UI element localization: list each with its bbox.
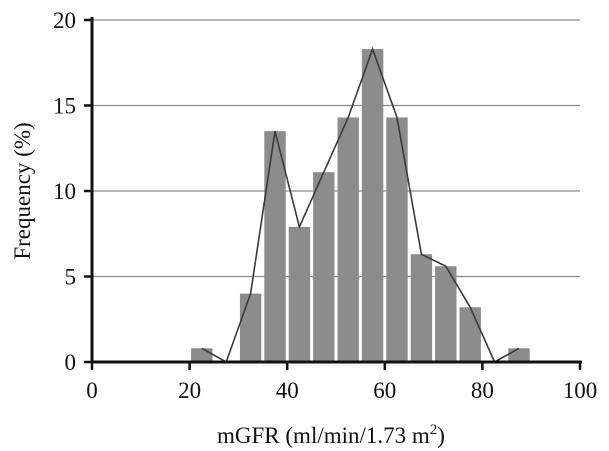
x-tick-label-20: 20 bbox=[178, 378, 201, 403]
axes bbox=[84, 17, 582, 370]
bar-6 bbox=[337, 117, 359, 362]
bar-9 bbox=[410, 254, 433, 362]
y-tick-label-0: 0 bbox=[65, 350, 77, 375]
bar-7 bbox=[361, 49, 384, 362]
x-axis-title: mGFR (ml/min/1.73 m2) bbox=[217, 422, 445, 448]
bar-4 bbox=[288, 226, 311, 362]
bars bbox=[191, 49, 530, 362]
y-tick-label-10: 10 bbox=[53, 179, 76, 204]
x-tick-label-0: 0 bbox=[86, 378, 98, 403]
bar-8 bbox=[386, 117, 408, 362]
y-tick-label-15: 15 bbox=[53, 94, 76, 119]
frequency-line bbox=[201, 46, 520, 364]
frequency-line-layer bbox=[201, 46, 520, 364]
tick-labels: 0 5 10 15 20 0 20 40 60 80 100 bbox=[53, 8, 597, 403]
bar-11 bbox=[459, 307, 481, 362]
y-tick-label-20: 20 bbox=[53, 8, 76, 33]
x-tick-label-40: 40 bbox=[276, 378, 299, 403]
y-axis-title: Frequency (%) bbox=[10, 122, 35, 259]
bar-2 bbox=[239, 293, 262, 362]
bar-13 bbox=[508, 348, 530, 362]
bar-3 bbox=[264, 131, 286, 362]
bar-10 bbox=[435, 266, 457, 362]
x-tick-label-80: 80 bbox=[471, 378, 494, 403]
gridlines bbox=[92, 19, 580, 278]
y-tick-label-5: 5 bbox=[65, 265, 77, 290]
bar-0 bbox=[191, 348, 213, 362]
x-tick-label-60: 60 bbox=[373, 378, 396, 403]
x-tick-label-100: 100 bbox=[563, 378, 598, 403]
bar-5 bbox=[313, 172, 335, 362]
